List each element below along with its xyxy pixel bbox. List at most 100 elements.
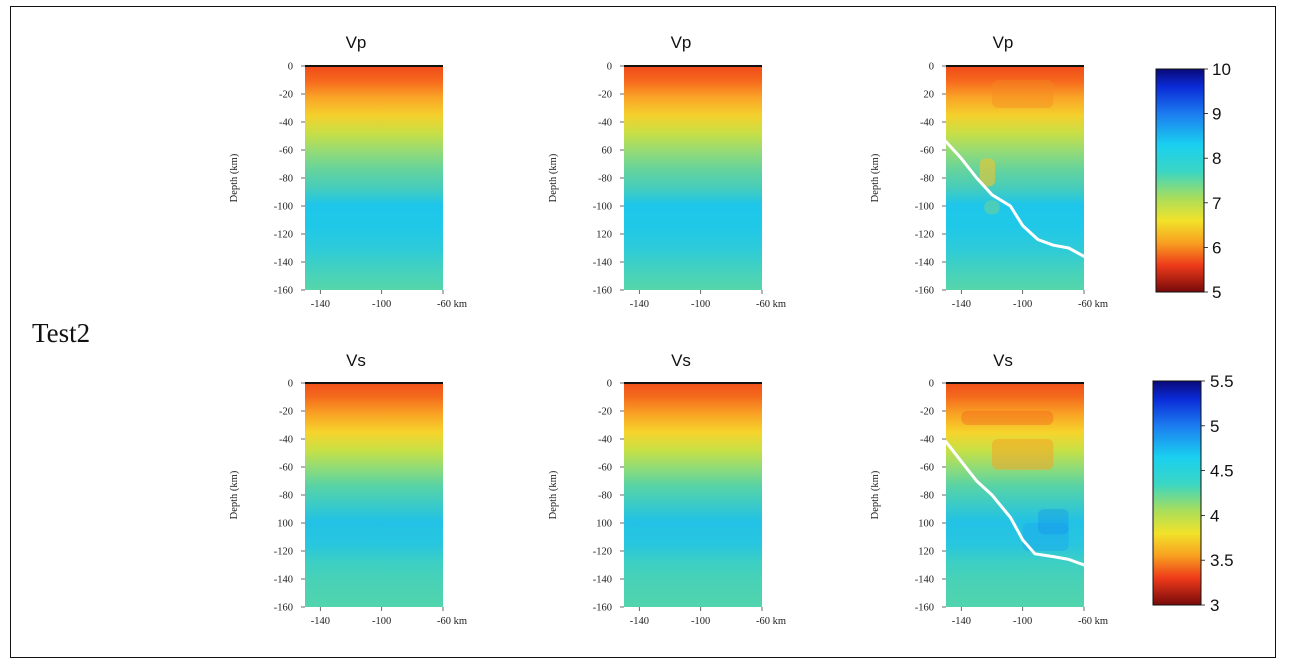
vp-2-ytick-label-1: -20: [598, 90, 612, 101]
vp-1-xtick-label-2: -60 km: [437, 299, 467, 310]
vp-2-xtick-label-2: -60 km: [756, 299, 786, 310]
vs-2-xtick-label-0: -140: [630, 616, 649, 627]
vp-1-ylabel: Depth (km): [229, 153, 240, 202]
vp-colorbar-tick-label-4: 6: [1212, 238, 1221, 257]
vs-3-texture-0: [992, 439, 1054, 470]
vp-3-ytick-label-3: -60: [920, 146, 934, 157]
vp-colorbar-tick-label-2: 8: [1212, 149, 1221, 168]
vs-colorbar-bar: [1152, 380, 1202, 606]
vp-1-title: Vp: [346, 33, 367, 52]
vs-colorbar-tick-label-3: 4: [1210, 506, 1219, 525]
vs-3-ytick-label-1: -20: [920, 407, 934, 418]
vs-2-ytick-label-8: -160: [593, 603, 612, 614]
vp-2-title: Vp: [671, 33, 692, 52]
vp-2-ytick-label-0: 0: [607, 62, 612, 73]
vp-3-ytick-label-4: -80: [920, 174, 934, 185]
vp-1-ytick-label-8: -160: [274, 286, 293, 297]
vs-1-heatmap-field: [305, 383, 443, 607]
vp-colorbar-bar: [1155, 68, 1205, 293]
vs-3-ytick-label-7: -140: [915, 575, 934, 586]
vs-1-ytick-label-2: -40: [279, 435, 293, 446]
vs-1-ylabel: Depth (km): [229, 470, 240, 519]
vs-3-ytick-label-3: -60: [920, 463, 934, 474]
vp-2-ylabel: Depth (km): [548, 153, 559, 202]
vs-1-ytick-label-6: -120: [274, 547, 293, 558]
vp-1-ytick-label-1: -20: [279, 90, 293, 101]
vs-3-ytick-label-6: 120: [918, 547, 934, 558]
vs-1-ytick-label-5: 100: [277, 519, 293, 530]
vs-2-ytick-label-4: -80: [598, 491, 612, 502]
vp-3-texture-2: [992, 80, 1054, 108]
vp-1-ytick-label-2: -40: [279, 118, 293, 129]
vp-1-ytick-label-4: -80: [279, 174, 293, 185]
vs-1-ytick-label-3: -60: [279, 463, 293, 474]
vp-colorbar-tick-label-3: 7: [1212, 194, 1221, 213]
vs-3-texture-3: [961, 411, 1054, 425]
vs-2-heatmap-field: [624, 383, 762, 607]
vs-3-ytick-label-2: -40: [920, 435, 934, 446]
vs-3-texture-2: [1038, 509, 1069, 535]
vp-2-heatmap-field: [624, 66, 762, 290]
vp-3-heatmap-field: [946, 66, 1084, 290]
vs-2-ytick-label-2: -40: [598, 435, 612, 446]
vp-3-texture-1: [984, 200, 1000, 215]
vp-3-ylabel: Depth (km): [870, 153, 881, 202]
vp-3-ytick-label-8: -160: [915, 286, 934, 297]
vs-colorbar-tick-label-4: 3.5: [1210, 551, 1234, 570]
vs-1-ytick-label-8: -160: [274, 603, 293, 614]
vp-2-ytick-label-2: -40: [598, 118, 612, 129]
vs-2-xtick-label-1: -100: [691, 616, 710, 627]
vp-2-ytick-label-7: -140: [593, 258, 612, 269]
vp-3-texture-0: [979, 158, 996, 187]
vp-1-ytick-label-5: -100: [274, 202, 293, 213]
vp-3-slab-line: [944, 140, 1086, 258]
vs-3-xtick-label-2: -60 km: [1078, 616, 1108, 627]
vp-2-ytick-label-8: -160: [593, 286, 612, 297]
vp-3-ytick-label-2: -40: [920, 118, 934, 129]
vp-3-ytick-label-1: 20: [924, 90, 935, 101]
vs-colorbar-tick-label-1: 5: [1210, 417, 1219, 436]
vp-2-ytick-label-3: 60: [602, 146, 613, 157]
vp-2-xtick-label-0: -140: [630, 299, 649, 310]
vs-1-ytick-label-7: -140: [274, 575, 293, 586]
vs-2-ytick-label-6: -120: [593, 547, 612, 558]
vp-2-xtick-label-1: -100: [691, 299, 710, 310]
vs-1-xtick-label-2: -60 km: [437, 616, 467, 627]
vs-colorbar-tick-label-2: 4.5: [1210, 462, 1234, 481]
vs-3-ytick-label-4: -80: [920, 491, 934, 502]
vs-1-ytick-label-0: 0: [288, 379, 293, 390]
vs-1-title: Vs: [346, 351, 366, 370]
vs-colorbar-tick-label-5: 3: [1210, 596, 1219, 615]
vp-1-ytick-label-3: -60: [279, 146, 293, 157]
vs-3-xtick-label-1: -100: [1013, 616, 1032, 627]
vp-3-xtick-label-1: -100: [1013, 299, 1032, 310]
vs-1-ytick-label-4: -80: [279, 491, 293, 502]
vp-1-xtick-label-1: -100: [372, 299, 391, 310]
vs-3-xtick-label-0: -140: [952, 616, 971, 627]
vs-1-xtick-label-0: -140: [311, 616, 330, 627]
vs-2-ytick-label-3: -60: [598, 463, 612, 474]
vp-3-title: Vp: [993, 33, 1014, 52]
vs-2-ytick-label-0: 0: [607, 379, 612, 390]
side-label: Test2: [32, 318, 91, 348]
vs-2-xtick-label-2: -60 km: [756, 616, 786, 627]
vp-colorbar-tick-label-5: 5: [1212, 283, 1221, 302]
vs-2-ytick-label-5: 100: [596, 519, 612, 530]
vs-1-xtick-label-1: -100: [372, 616, 391, 627]
vp-colorbar-tick-label-0: 10: [1212, 60, 1231, 79]
vp-3-xtick-label-0: -140: [952, 299, 971, 310]
vp-3-ytick-label-6: -120: [915, 230, 934, 241]
vp-2-ytick-label-6: 120: [596, 230, 612, 241]
vs-2-ylabel: Depth (km): [548, 470, 559, 519]
vp-1-ytick-label-7: -140: [274, 258, 293, 269]
vs-3-texture-1: [1022, 523, 1069, 551]
vs-1-ytick-label-1: -20: [279, 407, 293, 418]
vp-1-xtick-label-0: -140: [311, 299, 330, 310]
vp-1-heatmap-field: [305, 66, 443, 290]
vp-3-ytick-label-5: -100: [915, 202, 934, 213]
vs-3-ytick-label-0: 0: [929, 379, 934, 390]
vp-3-ytick-label-7: -140: [915, 258, 934, 269]
vs-3-ytick-label-8: -160: [915, 603, 934, 614]
vs-3-slab-line: [944, 440, 1086, 567]
